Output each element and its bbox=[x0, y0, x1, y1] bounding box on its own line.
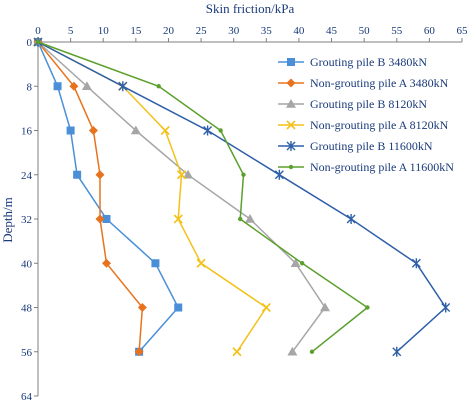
data-point bbox=[241, 172, 246, 177]
data-point bbox=[290, 258, 301, 267]
series-2 bbox=[33, 37, 147, 357]
data-point bbox=[320, 302, 331, 312]
legend: Grouting pile B 3480kN Non-grouting pile … bbox=[278, 55, 454, 174]
series-5 bbox=[33, 37, 451, 357]
legend-label: Grouting pile B 8120kN bbox=[310, 97, 427, 111]
legend-label: Grouting pile B 3480kN bbox=[310, 55, 427, 69]
x-tick-label: 5 bbox=[68, 25, 74, 37]
x-tick-label: 30 bbox=[228, 25, 240, 37]
legend-item: Non-grouting pile A 3480kN bbox=[278, 76, 449, 90]
y-tick-label: 24 bbox=[21, 170, 33, 182]
series-4 bbox=[33, 37, 271, 357]
x-tick-label: 60 bbox=[424, 25, 436, 37]
y-tick-label: 64 bbox=[21, 391, 33, 403]
y-tick-label: 40 bbox=[21, 258, 33, 270]
legend-item: Non-grouting pile A 8120kN bbox=[278, 118, 449, 132]
legend-swatch-marker bbox=[287, 58, 295, 66]
legend-swatch-marker bbox=[288, 164, 294, 170]
series-line bbox=[37, 41, 369, 353]
data-point bbox=[392, 346, 402, 357]
x-tick-label: 45 bbox=[326, 25, 338, 37]
data-point bbox=[88, 126, 98, 135]
data-point bbox=[176, 170, 187, 180]
data-point bbox=[173, 214, 183, 224]
data-point bbox=[411, 258, 421, 269]
x-tick-label: 15 bbox=[130, 25, 142, 37]
data-point bbox=[95, 214, 105, 224]
series-line bbox=[37, 41, 447, 353]
data-point bbox=[95, 170, 105, 180]
legend-item: Grouting pile B 8120kN bbox=[278, 97, 427, 111]
x-tick-label: 35 bbox=[261, 25, 273, 37]
legend-swatch-marker bbox=[286, 120, 296, 130]
data-point bbox=[118, 81, 128, 92]
x-tick-label: 20 bbox=[163, 25, 175, 37]
data-point bbox=[441, 302, 451, 313]
data-point bbox=[101, 258, 111, 268]
x-tick-label: 10 bbox=[98, 25, 110, 37]
data-point bbox=[156, 84, 161, 89]
legend-item: Grouting pile B 11600kN bbox=[278, 139, 433, 153]
legend-label: Non-grouting pile A 8120kN bbox=[310, 118, 449, 132]
data-point bbox=[261, 302, 271, 313]
y-tick-label: 56 bbox=[21, 347, 33, 359]
data-point bbox=[69, 81, 79, 91]
data-point bbox=[73, 170, 82, 179]
legend-swatch-marker bbox=[286, 78, 296, 88]
axes: 0 5 10 15 20 25 30 35 40 45 50 55 60 65 0 8 16 24 32 40 48 56… bbox=[21, 25, 468, 403]
legend-swatch-marker bbox=[286, 141, 296, 151]
data-point bbox=[218, 128, 223, 133]
legend-label: Non-grouting pile A 11600kN bbox=[310, 160, 454, 174]
data-point bbox=[365, 305, 370, 310]
series-layer bbox=[33, 37, 451, 357]
data-point bbox=[346, 214, 356, 224]
legend-item: Non-grouting pile A 11600kN bbox=[278, 160, 454, 174]
legend-swatch-marker bbox=[286, 99, 296, 108]
x-axis-title: Skin friction/kPa bbox=[206, 1, 295, 16]
x-tick-label: 50 bbox=[359, 25, 371, 37]
series-line bbox=[37, 41, 326, 353]
data-point bbox=[35, 39, 41, 45]
series-line bbox=[37, 41, 144, 352]
data-point bbox=[203, 125, 213, 136]
x-tick-label: 55 bbox=[391, 25, 403, 37]
data-point bbox=[309, 349, 315, 354]
series-line bbox=[37, 41, 268, 353]
legend-label: Grouting pile B 11600kN bbox=[310, 139, 433, 153]
data-point bbox=[66, 126, 75, 135]
x-tick-label: 0 bbox=[35, 25, 41, 37]
series-line bbox=[37, 41, 180, 353]
data-point bbox=[238, 216, 243, 222]
data-point bbox=[134, 347, 144, 357]
legend-item: Grouting pile B 3480kN bbox=[278, 55, 427, 69]
data-point bbox=[130, 125, 141, 135]
y-tick-label: 16 bbox=[21, 126, 33, 138]
data-point bbox=[232, 347, 242, 357]
legend-label: Non-grouting pile A 3480kN bbox=[310, 76, 449, 90]
x-tick-label: 25 bbox=[196, 25, 208, 37]
data-point bbox=[174, 303, 183, 312]
series-6 bbox=[35, 39, 370, 354]
x-tick-label: 40 bbox=[293, 25, 305, 37]
data-point bbox=[102, 215, 111, 223]
data-point bbox=[53, 82, 62, 91]
data-point bbox=[287, 346, 298, 356]
y-tick-label: 48 bbox=[21, 303, 33, 315]
data-point bbox=[137, 303, 147, 312]
y-axis-title: Depth/m bbox=[0, 197, 15, 243]
data-point bbox=[299, 261, 305, 266]
data-point bbox=[274, 169, 284, 180]
data-point bbox=[151, 259, 160, 268]
data-point bbox=[160, 125, 170, 136]
data-point bbox=[183, 169, 194, 179]
y-tick-label: 0 bbox=[27, 37, 33, 49]
data-point bbox=[245, 214, 255, 223]
data-point bbox=[196, 258, 206, 268]
data-point bbox=[81, 81, 92, 90]
y-tick-label: 32 bbox=[21, 214, 32, 226]
y-tick-label: 8 bbox=[27, 81, 33, 93]
x-tick-label: 65 bbox=[457, 25, 469, 37]
